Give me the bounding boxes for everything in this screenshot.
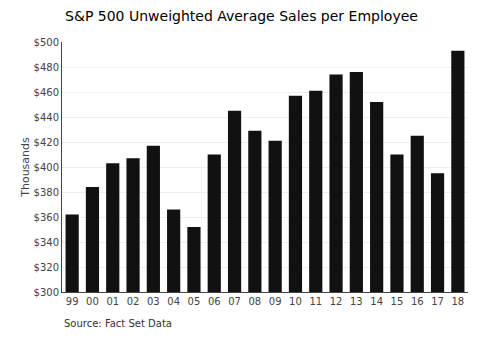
svg-text:03: 03 bbox=[147, 296, 160, 307]
svg-text:12: 12 bbox=[330, 296, 343, 307]
svg-text:Source: Fact Set Data: Source: Fact Set Data bbox=[64, 318, 172, 329]
svg-text:$420: $420 bbox=[34, 137, 59, 148]
svg-text:17: 17 bbox=[431, 296, 444, 307]
svg-text:18: 18 bbox=[451, 296, 464, 307]
svg-text:10: 10 bbox=[289, 296, 302, 307]
svg-text:$300: $300 bbox=[34, 287, 59, 298]
svg-text:$360: $360 bbox=[34, 212, 59, 223]
svg-text:11: 11 bbox=[309, 296, 322, 307]
svg-text:$460: $460 bbox=[34, 87, 59, 98]
svg-text:$440: $440 bbox=[34, 112, 59, 123]
svg-text:Thousands: Thousands bbox=[19, 137, 32, 198]
svg-text:06: 06 bbox=[208, 296, 221, 307]
svg-text:15: 15 bbox=[391, 296, 404, 307]
svg-text:99: 99 bbox=[66, 296, 79, 307]
svg-text:13: 13 bbox=[350, 296, 363, 307]
svg-text:$380: $380 bbox=[34, 187, 59, 198]
svg-text:16: 16 bbox=[411, 296, 424, 307]
svg-text:08: 08 bbox=[248, 296, 261, 307]
svg-text:14: 14 bbox=[370, 296, 383, 307]
svg-text:02: 02 bbox=[127, 296, 140, 307]
svg-text:$400: $400 bbox=[34, 162, 59, 173]
svg-text:$340: $340 bbox=[34, 237, 59, 248]
svg-text:$480: $480 bbox=[34, 62, 59, 73]
svg-text:00: 00 bbox=[86, 296, 99, 307]
svg-text:$500: $500 bbox=[34, 37, 59, 48]
svg-text:09: 09 bbox=[269, 296, 282, 307]
svg-text:01: 01 bbox=[106, 296, 119, 307]
svg-text:S&P 500 Unweighted Average Sal: S&P 500 Unweighted Average Sales per Emp… bbox=[65, 8, 418, 24]
svg-text:$320: $320 bbox=[34, 262, 59, 273]
svg-text:04: 04 bbox=[167, 296, 180, 307]
svg-text:05: 05 bbox=[188, 296, 201, 307]
svg-text:07: 07 bbox=[228, 296, 241, 307]
